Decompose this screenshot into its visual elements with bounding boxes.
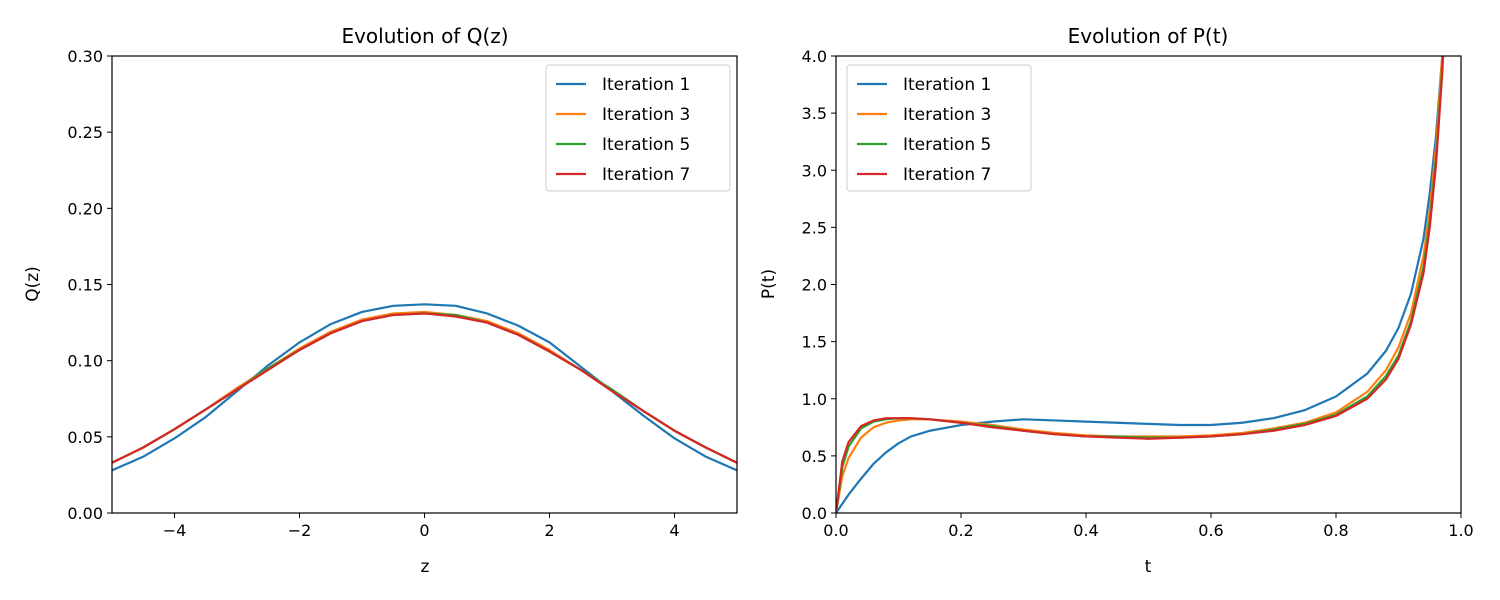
y-axis-label: P(t)	[759, 269, 779, 299]
series-line-4	[112, 312, 737, 464]
x-tick-label: 0	[419, 521, 429, 540]
x-tick-label: 4	[669, 521, 679, 540]
y-tick-label: 2.0	[802, 276, 827, 295]
legend-box	[545, 64, 731, 192]
y-tick-label: 0.10	[67, 352, 103, 371]
series-line-2	[836, 56, 1444, 513]
legend-label-1: Iteration 1	[903, 75, 991, 95]
y-tick-label: 0.05	[67, 428, 103, 447]
y-tick-label: 0.25	[67, 123, 103, 142]
y-tick-label: 1.5	[802, 333, 827, 352]
y-tick-label: 4.0	[802, 47, 827, 66]
y-tick-label: 0.00	[67, 504, 103, 523]
series-line-4	[836, 56, 1445, 513]
series-group	[836, 56, 1445, 513]
y-axis-label: Q(z)	[23, 266, 43, 302]
series-line-3	[112, 312, 737, 464]
x-tick-label: 0.6	[1198, 521, 1223, 540]
chart-title: Evolution of P(t)	[1068, 24, 1229, 48]
legend-box	[846, 64, 1032, 192]
legend-label-1: Iteration 1	[602, 75, 690, 95]
legend: Iteration 1 Iteration 3 Iteration 5 Iterati…	[545, 64, 731, 192]
x-axis-label: z	[421, 557, 430, 577]
chart-title: Evolution of Q(z)	[341, 24, 508, 48]
series-line-1	[836, 56, 1444, 513]
x-tick-label: −2	[288, 521, 312, 540]
series-group	[112, 303, 737, 472]
legend-label-3: Iteration 5	[903, 135, 991, 155]
x-tick-label: −4	[163, 521, 187, 540]
legend-label-4: Iteration 7	[903, 165, 991, 185]
x-axis-label: t	[1145, 557, 1152, 577]
x-tick-label: 0.2	[948, 521, 973, 540]
chart-q-evolution: Evolution of Q(z) z Q(z) −4 −2 0 2 4 0.00 0.05…	[23, 24, 738, 577]
y-tick-label: 0.20	[67, 199, 103, 218]
legend-label-3: Iteration 5	[602, 135, 690, 155]
legend-label-2: Iteration 3	[602, 105, 690, 125]
x-tick-label: 1.0	[1448, 521, 1473, 540]
x-tick-label: 0.8	[1323, 521, 1348, 540]
y-tick-label: 0.15	[67, 276, 103, 295]
y-tick-label: 0.30	[67, 47, 103, 66]
x-tick-label: 0.0	[823, 521, 848, 540]
legend-label-4: Iteration 7	[602, 165, 690, 185]
x-tick-label: 2	[544, 521, 554, 540]
legend-label-2: Iteration 3	[903, 105, 991, 125]
y-tick-label: 1.0	[802, 390, 827, 409]
y-tick-label: 3.5	[802, 104, 827, 123]
legend: Iteration 1 Iteration 3 Iteration 5 Iterati…	[846, 64, 1032, 192]
series-line-1	[112, 303, 737, 472]
y-tick-label: 3.0	[802, 161, 827, 180]
chart-p-evolution: Evolution of P(t) t P(t) 0.0 0.2 0.4 0.6 0.8…	[759, 24, 1474, 577]
y-tick-label: 2.5	[802, 218, 827, 237]
y-tick-label: 0.0	[802, 504, 827, 523]
y-tick-label: 0.5	[802, 447, 827, 466]
x-tick-label: 0.4	[1073, 521, 1098, 540]
series-line-2	[112, 310, 737, 464]
